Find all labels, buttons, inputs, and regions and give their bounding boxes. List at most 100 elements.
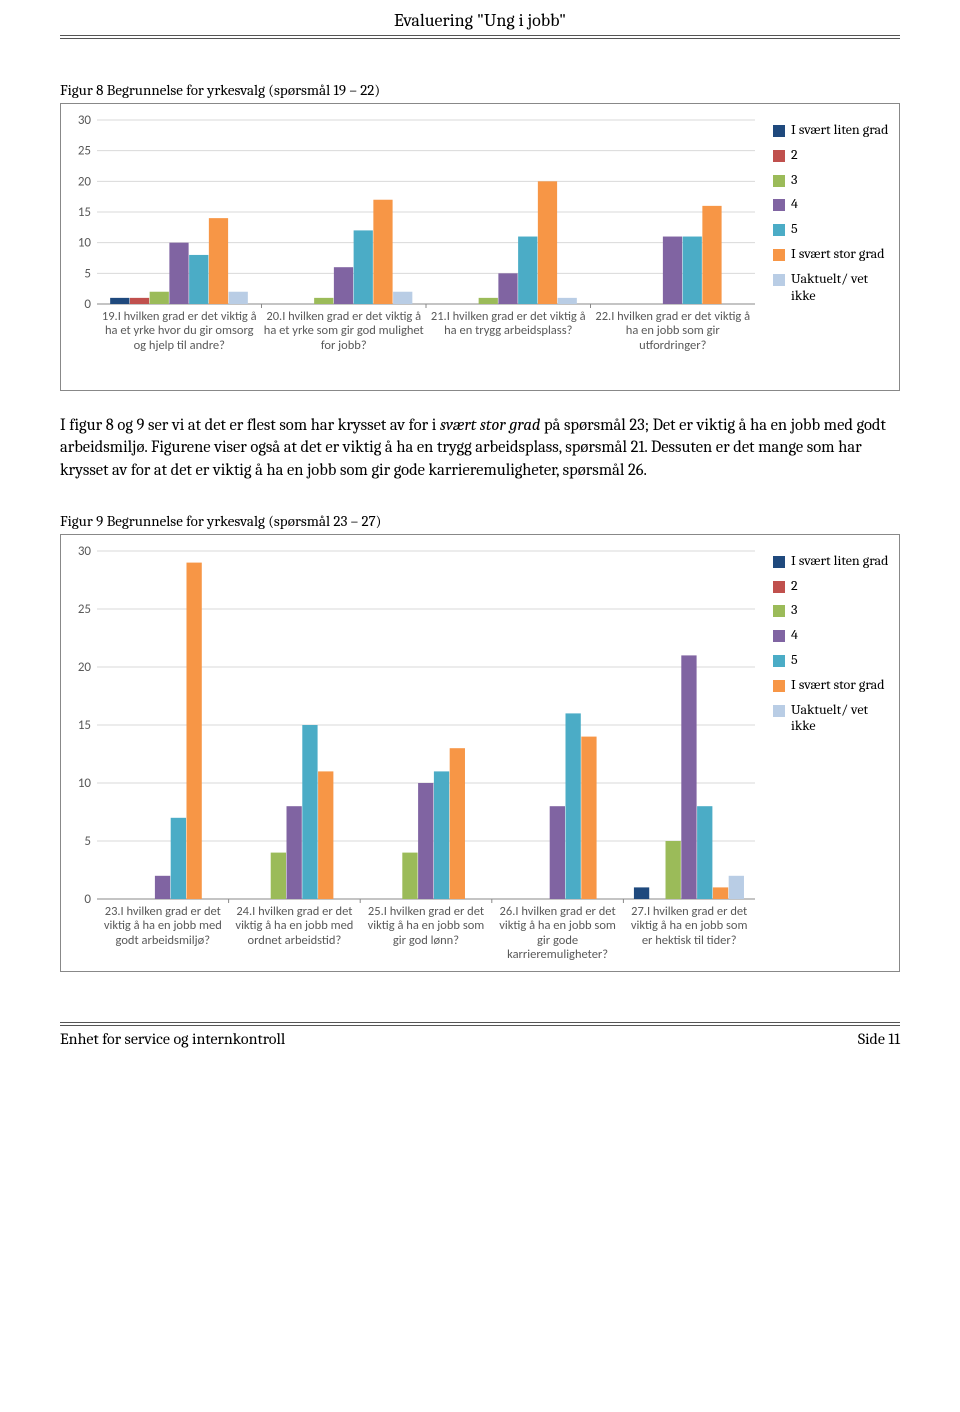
legend-item: Uaktuelt/ vet ikke xyxy=(773,271,891,305)
category-label: 21.I hvilken grad er det viktig å ha en … xyxy=(426,308,591,339)
bar xyxy=(189,255,208,304)
bar xyxy=(581,736,596,898)
bar xyxy=(209,218,228,304)
legend-label: 3 xyxy=(791,172,797,189)
bar xyxy=(518,237,537,304)
legend-swatch xyxy=(773,274,785,286)
legend-item: 5 xyxy=(773,652,891,669)
category-label: 25.I hvilken grad er det viktig å ha en … xyxy=(360,903,492,948)
svg-text:0: 0 xyxy=(84,892,91,907)
body-paragraph: I figur 8 og 9 ser vi at det er flest so… xyxy=(60,415,900,482)
bar xyxy=(373,200,392,304)
svg-text:5: 5 xyxy=(84,834,91,849)
legend-swatch xyxy=(773,605,785,617)
bar xyxy=(479,298,498,304)
category-label: 22.I hvilken grad er det viktig å ha en … xyxy=(591,308,756,353)
category-label: 23.I hvilken grad er det viktig å ha en … xyxy=(97,903,229,948)
legend-label: I svært stor grad xyxy=(791,246,885,263)
fig9-chart: 05101520253023.I hvilken grad er det vik… xyxy=(60,534,900,972)
legend-item: 5 xyxy=(773,221,891,238)
svg-text:10: 10 xyxy=(78,236,92,251)
bar xyxy=(186,562,201,898)
header-rule xyxy=(60,35,900,39)
legend-swatch xyxy=(773,680,785,692)
category-label: 27.I hvilken grad er det viktig å ha en … xyxy=(623,903,755,948)
bar xyxy=(354,230,373,304)
svg-text:15: 15 xyxy=(78,205,91,220)
legend-item: 3 xyxy=(773,172,891,189)
bar xyxy=(697,806,712,899)
legend-item: 4 xyxy=(773,627,891,644)
footer-rule xyxy=(60,1022,900,1026)
legend-label: Uaktuelt/ vet ikke xyxy=(791,271,891,305)
bar xyxy=(418,783,433,899)
legend-label: 4 xyxy=(791,627,798,644)
legend-item: 2 xyxy=(773,147,891,164)
legend-item: I svært liten grad xyxy=(773,122,891,139)
svg-text:5: 5 xyxy=(84,266,91,281)
bar xyxy=(713,887,728,899)
category-label: 20.I hvilken grad er det viktig å ha et … xyxy=(262,308,427,353)
category-label: 26.I hvilken grad er det viktig å ha en … xyxy=(492,903,624,963)
page-header: Evaluering "Ung i jobb" xyxy=(0,0,960,35)
bar xyxy=(498,273,517,304)
legend-item: 4 xyxy=(773,196,891,213)
legend-swatch xyxy=(773,630,785,642)
chart-svg: 05101520253023.I hvilken grad er det vik… xyxy=(69,543,759,963)
bar xyxy=(169,243,188,304)
bar xyxy=(130,298,149,304)
svg-text:25: 25 xyxy=(78,144,91,159)
para-before: I figur 8 og 9 ser vi at det er flest so… xyxy=(60,416,440,435)
fig8-chart: 05101520253019.I hvilken grad er det vik… xyxy=(60,103,900,391)
bar xyxy=(287,806,302,899)
legend-swatch xyxy=(773,249,785,261)
legend-label: I svært liten grad xyxy=(791,553,888,570)
legend-label: I svært stor grad xyxy=(791,677,885,694)
bar xyxy=(402,852,417,898)
category-label: 24.I hvilken grad er det viktig å ha en … xyxy=(229,903,361,948)
legend-swatch xyxy=(773,655,785,667)
chart-svg: 05101520253019.I hvilken grad er det vik… xyxy=(69,112,759,382)
bar xyxy=(150,292,169,304)
legend-label: 3 xyxy=(791,602,797,619)
bar xyxy=(702,206,721,304)
legend-item: 2 xyxy=(773,578,891,595)
svg-text:30: 30 xyxy=(78,544,92,559)
bar xyxy=(538,181,557,304)
svg-text:25: 25 xyxy=(78,602,91,617)
bar xyxy=(229,292,248,304)
bar xyxy=(663,237,682,304)
fig9-legend: I svært liten grad 2 3 4 5 I svært stor grad U… xyxy=(765,543,895,967)
svg-text:10: 10 xyxy=(78,776,92,791)
fig8-legend: I svært liten grad 2 3 4 5 I svært stor grad U… xyxy=(765,112,895,386)
bar xyxy=(393,292,412,304)
bar xyxy=(271,852,286,898)
svg-text:20: 20 xyxy=(78,174,92,189)
bar xyxy=(110,298,129,304)
legend-label: Uaktuelt/ vet ikke xyxy=(791,702,891,736)
svg-text:15: 15 xyxy=(78,718,91,733)
category-label: 19.I hvilken grad er det viktig å ha et … xyxy=(97,308,262,353)
legend-item: I svært stor grad xyxy=(773,677,891,694)
legend-label: 5 xyxy=(791,652,798,669)
legend-item: 3 xyxy=(773,602,891,619)
bar xyxy=(558,298,577,304)
bar xyxy=(683,237,702,304)
legend-label: 4 xyxy=(791,196,798,213)
legend-label: I svært liten grad xyxy=(791,122,888,139)
bar xyxy=(334,267,353,304)
bar xyxy=(434,771,449,899)
fig8-plot: 05101520253019.I hvilken grad er det vik… xyxy=(69,112,765,386)
bar xyxy=(318,771,333,899)
svg-text:30: 30 xyxy=(78,113,92,128)
bar xyxy=(314,298,333,304)
bar xyxy=(681,655,696,899)
bar xyxy=(155,876,170,899)
para-em: svært stor grad xyxy=(440,416,540,435)
legend-label: 5 xyxy=(791,221,798,238)
bar xyxy=(565,713,580,899)
fig9-caption: Figur 9 Begrunnelse for yrkesvalg (spørs… xyxy=(60,512,900,530)
legend-swatch xyxy=(773,705,785,717)
legend-item: Uaktuelt/ vet ikke xyxy=(773,702,891,736)
page-footer: Enhet for service og internkontroll Side… xyxy=(60,1030,900,1048)
